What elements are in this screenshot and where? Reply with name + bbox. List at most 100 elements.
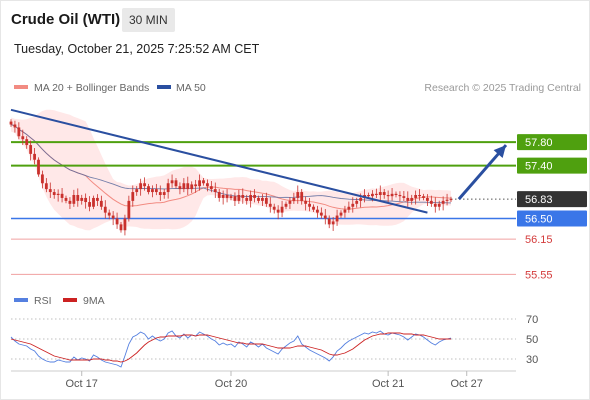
level-box-57-40	[517, 157, 587, 174]
candle-body	[426, 197, 429, 201]
candle-body	[60, 193, 64, 198]
candle-body	[33, 153, 36, 160]
rsi-ma-line	[10, 332, 451, 363]
candle-body	[99, 200, 103, 207]
candle-body	[292, 197, 296, 201]
level-label-57-80: 57.80	[525, 137, 553, 149]
ma20-legend-swatch	[14, 85, 28, 89]
candle-body	[418, 195, 421, 197]
candle-body	[198, 180, 201, 187]
level-label-56-50: 56.50	[525, 214, 553, 226]
candle-body	[245, 197, 249, 201]
candle-body	[209, 186, 213, 190]
candle-body	[158, 192, 162, 195]
candle-body	[123, 218, 127, 231]
candle-body	[92, 197, 95, 207]
candle-body	[21, 136, 25, 140]
candle-body	[414, 195, 418, 198]
candle-body	[390, 193, 394, 197]
candle-body	[107, 212, 111, 216]
candle-body	[135, 189, 139, 193]
rsi-plot: 70 50 30	[10, 314, 538, 368]
candle-body	[406, 197, 410, 201]
candle-body	[84, 197, 88, 203]
candle-body	[111, 215, 115, 219]
level-label-57-40: 57.40	[525, 161, 553, 173]
candle-body	[213, 189, 217, 193]
rsi-ma-legend-label: 9MA	[83, 295, 105, 307]
ma50-legend-swatch	[157, 85, 171, 89]
candle-body	[17, 127, 21, 137]
level-label-56-15: 56.15	[525, 234, 553, 246]
candle-body	[378, 192, 382, 195]
x-tick-label: Oct 17	[66, 378, 98, 390]
level-label-56-83: 56.83	[525, 194, 553, 206]
timestamp: Tuesday, October 21, 2025 7:25:52 AM CET	[14, 42, 260, 56]
candle-body	[182, 183, 186, 190]
rsi-ma-legend-swatch	[63, 298, 77, 302]
candle-body	[331, 221, 335, 225]
candle-body	[162, 192, 166, 195]
candle-body	[174, 180, 178, 187]
candle-body	[323, 215, 327, 219]
candle-body	[241, 195, 245, 198]
candle-body	[398, 195, 402, 197]
header: Crude Oil (WTI) 30 MIN	[1, 1, 589, 37]
price-plot: 57.80 57.40 56.83 56.50 56.15 55.55	[9, 108, 587, 281]
candle-body	[429, 200, 433, 204]
candle-body	[37, 159, 40, 175]
candle-body	[264, 197, 268, 204]
candle-body	[308, 203, 311, 207]
timeframe-badge[interactable]: 30 MIN	[122, 8, 175, 32]
candle-body	[9, 121, 13, 125]
candle-body	[300, 192, 304, 201]
level-box-57-80	[517, 134, 587, 151]
candle-body	[347, 206, 351, 210]
candle-body	[127, 200, 131, 219]
candle-body	[52, 192, 56, 195]
candle-body	[194, 184, 198, 187]
rsi-legend-swatch	[14, 298, 28, 302]
candle-body	[335, 215, 339, 222]
candle-body	[154, 189, 158, 193]
candle-body	[316, 209, 319, 213]
forecast-arrow-head	[493, 145, 506, 159]
candle-body	[115, 218, 119, 225]
candle-body	[80, 197, 84, 201]
candle-body	[139, 183, 143, 190]
watermark: Research © 2025 Trading Central	[424, 82, 581, 94]
candle-body	[433, 203, 437, 207]
candle-body	[449, 199, 453, 201]
candle-body	[29, 145, 33, 154]
candle-body	[382, 192, 386, 195]
candle-body	[131, 192, 135, 201]
candle-body	[202, 180, 205, 184]
candle-body	[233, 196, 237, 201]
candle-body	[312, 206, 315, 210]
candle-body	[72, 195, 76, 204]
candle-body	[229, 196, 233, 198]
candle-body	[268, 203, 272, 207]
instrument-title: Crude Oil (WTI)	[11, 11, 121, 28]
level-box-56-50	[517, 210, 587, 227]
candle-body	[217, 192, 221, 198]
candle-body	[351, 203, 355, 207]
candle-body	[119, 224, 123, 231]
candle-body	[249, 195, 253, 201]
candle-body	[284, 203, 288, 207]
candle-body	[280, 206, 284, 213]
candle-body	[143, 183, 146, 187]
candle-body	[48, 189, 52, 193]
candle-body	[56, 193, 60, 195]
candle-body	[386, 195, 390, 197]
candle-body	[327, 218, 331, 225]
candle-body	[272, 206, 276, 210]
candle-body	[41, 174, 44, 184]
candle-body	[166, 183, 170, 193]
ma20-legend-label: MA 20 + Bollinger Bands	[34, 82, 149, 94]
rsi-tick-50: 50	[526, 334, 538, 346]
candle-body	[147, 186, 150, 193]
candle-body	[402, 196, 406, 198]
candle-body	[253, 195, 256, 198]
candle-body	[288, 200, 292, 204]
